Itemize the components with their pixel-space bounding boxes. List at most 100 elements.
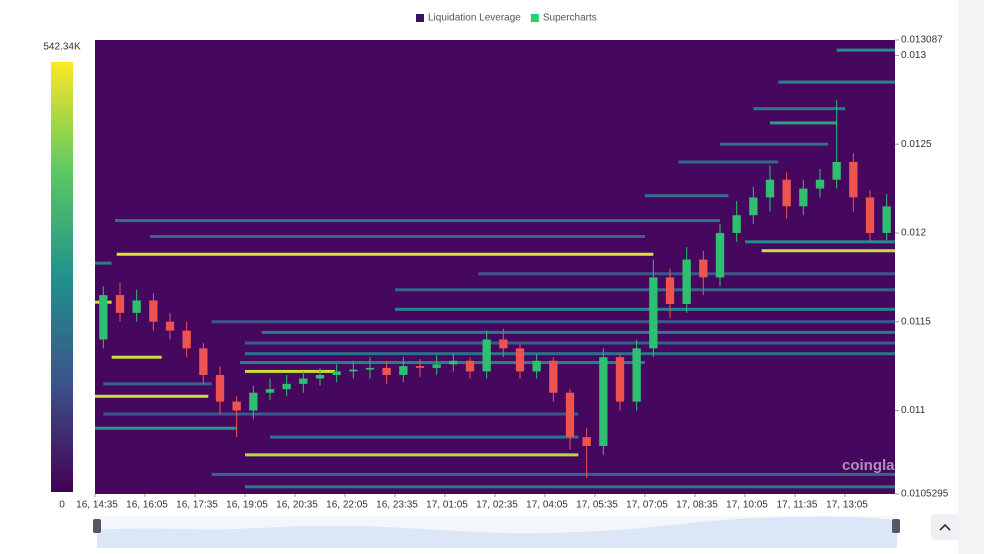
- legend-label: Supercharts: [543, 13, 597, 24]
- candle-body: [549, 360, 558, 393]
- liquidation-level: [770, 121, 837, 125]
- candle-body: [215, 374, 225, 402]
- liquidation-level: [245, 341, 895, 345]
- candle-body: [799, 188, 808, 207]
- liquidation-level: [836, 48, 895, 52]
- legend-label: Liquidation Leverage: [428, 13, 521, 24]
- liquidation-level: [103, 382, 212, 386]
- candle-body: [232, 401, 241, 411]
- liquidation-level: [761, 249, 895, 253]
- candle-body: [482, 339, 491, 372]
- liquidation-level: [211, 320, 895, 324]
- candle-body: [782, 179, 791, 207]
- candle-body: [115, 295, 125, 313]
- scroll-top-icon: [939, 523, 951, 531]
- candle-body: [649, 277, 658, 349]
- colorbar: [51, 62, 73, 492]
- candle-body: [265, 389, 275, 393]
- candle-body: [465, 360, 475, 372]
- liquidation-level: [270, 435, 579, 439]
- candle-body: [832, 161, 841, 180]
- candle-body: [732, 215, 741, 233]
- candle-body: [132, 300, 141, 313]
- candle-body: [715, 232, 725, 278]
- liquidation-level: [245, 453, 579, 457]
- candle-body: [299, 378, 308, 384]
- x-tick-label: 16, 14:35: [76, 500, 118, 511]
- liquidation-level: [245, 485, 895, 489]
- liquidation-level: [745, 240, 895, 244]
- candle-body: [815, 179, 825, 189]
- y-tick-label: 0.013: [901, 50, 926, 61]
- legend: Liquidation Leverage Supercharts: [416, 13, 597, 24]
- candle-body: [699, 259, 708, 278]
- liquidation-level: [245, 352, 895, 356]
- x-tick-label: 17, 05:35: [576, 500, 618, 511]
- scroll-top-button[interactable]: [931, 514, 959, 540]
- x-tick-label: 16, 19:05: [226, 500, 268, 511]
- candle-body: [849, 161, 858, 198]
- liquidation-level: [395, 307, 895, 311]
- liquidation-level: [245, 369, 335, 373]
- candle-body: [749, 197, 758, 216]
- liquidation-level: [111, 355, 162, 359]
- legend-swatch: [530, 14, 539, 22]
- colorbar-label: 542.34K: [43, 42, 81, 53]
- candle-body: [615, 357, 625, 402]
- candle-body: [182, 330, 191, 349]
- y-tick-label: 0.011: [901, 405, 926, 416]
- candle-body: [665, 277, 675, 304]
- liquidation-level: [261, 330, 896, 334]
- candle-body: [332, 371, 341, 375]
- x-tick-label: 17, 10:05: [726, 500, 768, 511]
- y-tick-label: 0.0115: [901, 316, 931, 327]
- liquidation-level: [678, 160, 779, 164]
- candle-body: [432, 364, 441, 368]
- candle-body: [315, 374, 325, 379]
- candle-body: [532, 360, 541, 372]
- x-tick-label: 17, 01:05: [426, 500, 468, 511]
- liquidation-level: [95, 261, 112, 265]
- x-tick-label: 17, 02:35: [476, 500, 518, 511]
- liquidation-level: [645, 194, 729, 198]
- candle-body: [632, 348, 641, 402]
- candle-body: [399, 366, 408, 375]
- x-tick-label: 17, 07:05: [626, 500, 668, 511]
- liquidation-level: [150, 235, 645, 239]
- candle-body: [165, 321, 175, 331]
- liquidation-levels: [95, 48, 896, 489]
- candle-body: [415, 366, 425, 368]
- liquidation-level: [95, 426, 237, 430]
- navigator: [93, 514, 959, 548]
- x-tick-label: 17, 13:05: [826, 500, 868, 511]
- liquidation-level: [778, 80, 895, 84]
- liquidation-level: [103, 412, 579, 416]
- x-tick-label: 16, 22:05: [326, 500, 368, 511]
- liquidation-level: [720, 142, 829, 146]
- candle-body: [382, 367, 391, 375]
- candle-body: [199, 348, 208, 375]
- watermark: coinglass: [842, 457, 911, 474]
- candle-body: [149, 300, 158, 322]
- liquidation-level: [211, 472, 895, 476]
- candle-body: [249, 392, 258, 411]
- plot-background: [95, 40, 895, 494]
- y-tick-label: 0.0125: [901, 139, 932, 150]
- x-tick-label: 17, 11:35: [777, 500, 818, 511]
- candle-body: [865, 197, 875, 233]
- side-panel: [958, 0, 984, 554]
- navigator-handle-left[interactable]: [93, 519, 101, 533]
- candle-body: [565, 392, 575, 438]
- colorbar-label: 0: [59, 500, 65, 511]
- candle-body: [365, 367, 375, 370]
- candle-body: [99, 295, 108, 340]
- liquidation-level: [115, 219, 720, 223]
- y-tick-label: 0.0105295: [901, 489, 949, 500]
- liquidation-level: [116, 252, 654, 256]
- legend-swatch: [416, 14, 424, 22]
- x-tick-label: 16, 23:35: [376, 500, 418, 511]
- navigator-handle-right[interactable]: [892, 519, 900, 533]
- liquidation-level: [395, 288, 895, 292]
- candles: [99, 99, 891, 478]
- x-tick-label: 17, 08:35: [676, 500, 718, 511]
